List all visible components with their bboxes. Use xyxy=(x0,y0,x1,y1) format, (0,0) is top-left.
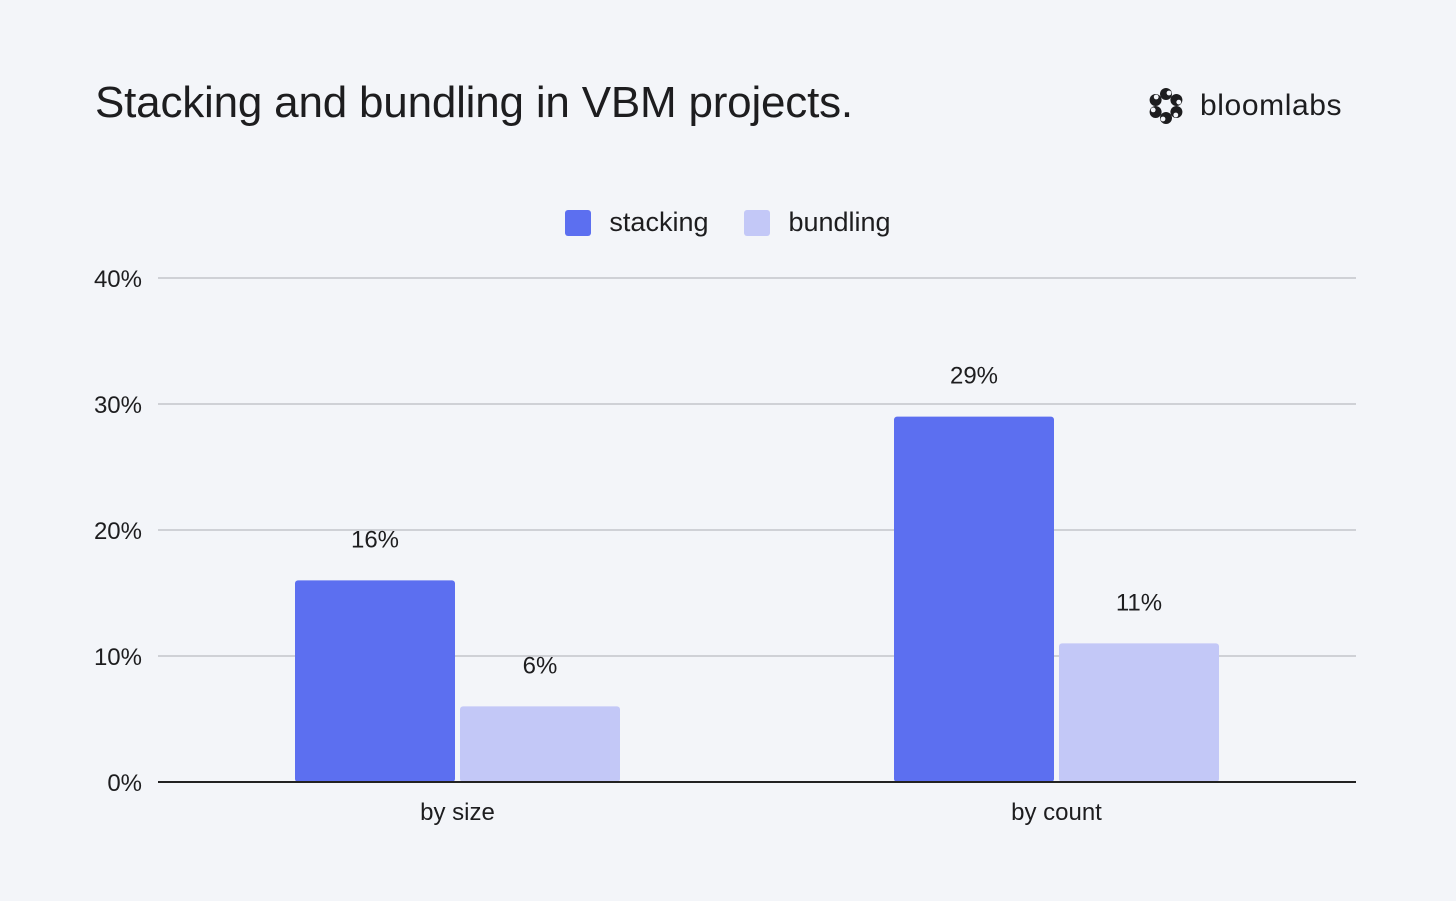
data-label: 6% xyxy=(523,652,558,679)
y-tick-label: 30% xyxy=(94,392,142,419)
bar-stacking xyxy=(295,580,455,782)
bar-bundling xyxy=(1059,643,1219,782)
bar-stacking xyxy=(894,416,1054,782)
legend-swatch-bundling xyxy=(744,209,771,236)
bar-bundling xyxy=(460,706,620,782)
data-label: 29% xyxy=(950,363,998,390)
y-tick-label: 40% xyxy=(94,266,142,293)
bloom-logo-icon xyxy=(1149,88,1183,124)
y-tick-label: 10% xyxy=(94,644,142,671)
chart-title: Stacking and bundling in VBM projects. xyxy=(95,78,853,127)
legend-label-stacking: stacking xyxy=(609,207,709,237)
y-tick-label: 0% xyxy=(107,770,142,797)
data-label: 16% xyxy=(351,526,399,553)
x-tick-label: by count xyxy=(1011,799,1102,826)
legend-item-bundling: bundling xyxy=(744,207,891,238)
legend-item-stacking: stacking xyxy=(565,207,708,238)
legend-label-bundling: bundling xyxy=(788,207,891,237)
brand: bloomlabs xyxy=(1146,86,1342,126)
legend: stacking bundling xyxy=(0,207,1456,238)
brand-name: bloomlabs xyxy=(1200,89,1343,122)
y-tick-label: 20% xyxy=(94,518,142,545)
x-tick-label: by size xyxy=(420,799,495,826)
legend-swatch-stacking xyxy=(565,209,592,236)
data-label: 11% xyxy=(1116,589,1162,616)
